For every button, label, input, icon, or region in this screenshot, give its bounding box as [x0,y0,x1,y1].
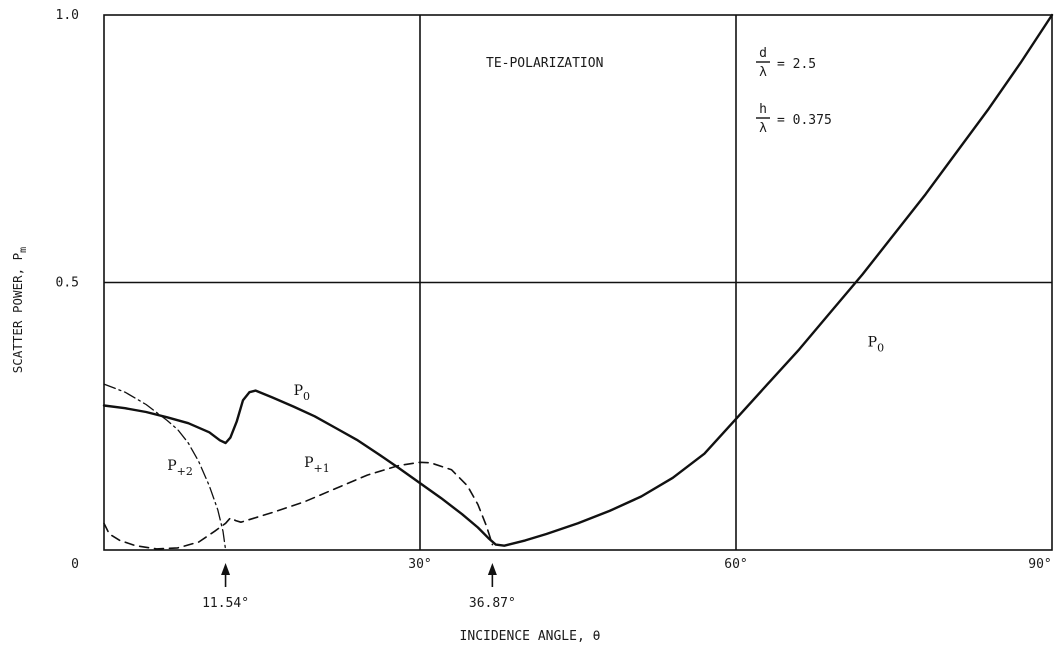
x-tick-label: 60° [724,557,747,572]
parameter-annotations: dλ= 2.5hλ= 0.375 [756,46,832,136]
angle-markers: 11.54° 36.87° [202,563,516,611]
angle-marker: 36.87° [469,563,516,611]
parameter-denominator: λ [759,65,767,80]
x-tick-label: 90° [1028,557,1051,572]
axes [103,14,1053,551]
y-axis-label: SCATTER POWER, Pm [10,247,29,373]
x-tick-label: 30° [408,557,431,572]
parameter-value: = 0.375 [777,113,832,128]
y-tick-label: 1.0 [56,8,79,23]
up-arrow-icon [221,563,231,575]
angle-marker: 11.54° [202,563,249,611]
parameter-d: dλ = 2.5 [756,46,816,80]
parameter-numerator: h [759,102,767,117]
y-axis-label-sub: m [18,247,29,253]
x-axis-label: INCIDENCE ANGLE, θ [460,629,601,644]
series-label-p0: P0 [294,383,310,403]
marker-label: 11.54° [202,596,249,611]
marker-label: 36.87° [469,596,516,611]
series-label-pplus2: P+2 [167,458,193,478]
series-label-p0: P0 [868,335,884,355]
parameter-value: = 2.5 [777,57,816,72]
parameter-h: hλ = 0.375 [756,102,832,136]
series-layer [102,13,1054,551]
series-line-pplus1 [103,461,494,550]
parameter-denominator: λ [759,121,767,136]
svg-text:SCATTER POWER, Pm: SCATTER POWER, Pm [10,247,29,373]
y-axis-label-main: SCATTER POWER, P [10,253,25,373]
grid [104,15,1052,550]
y-tick-label: 0.5 [56,276,79,291]
series-line-pplus2 [103,383,227,551]
series-label-pplus1: P+1 [304,455,330,475]
parameter-numerator: d [759,46,767,61]
labels: 30° 60° 90° 0 0.5 1.0 P0 P0 P+1 P+2 [56,8,1052,572]
y-tick-label: 0 [71,557,79,572]
up-arrow-icon [487,563,497,575]
series-line-p0 [102,13,1054,547]
polarization-title: TE-POLARIZATION [486,56,603,71]
plot-frame [103,14,1053,551]
